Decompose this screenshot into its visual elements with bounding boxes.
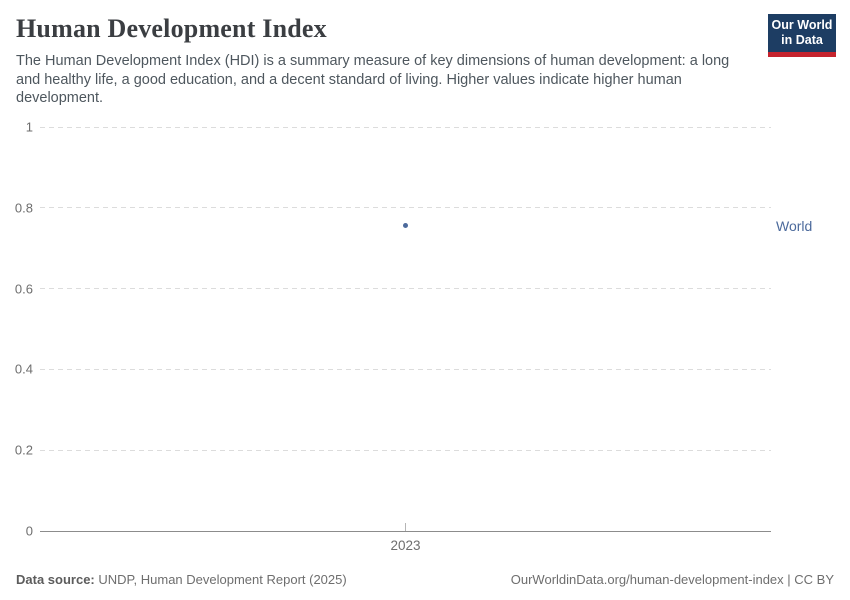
owid-logo-line1: Our World xyxy=(771,18,833,32)
entity-label-world[interactable]: World xyxy=(776,217,813,234)
chart-subtitle-line: and healthy life, a good education, and … xyxy=(16,71,682,88)
data-point-world[interactable] xyxy=(403,223,408,229)
owid-logo-stripe xyxy=(768,52,836,57)
y-gridline xyxy=(40,449,771,451)
data-source-label: Data source: xyxy=(16,572,95,587)
y-gridline xyxy=(40,207,771,209)
data-source-note: Data source: UNDP, Human Development Rep… xyxy=(16,572,347,587)
y-gridline xyxy=(40,126,771,128)
plot-area xyxy=(40,126,771,532)
owid-url-link[interactable]: OurWorldinData.org/human-development-ind… xyxy=(510,572,834,587)
chart-subtitle-line: development. xyxy=(16,90,104,106)
y-axis-tick-label: 0.6 xyxy=(14,281,33,297)
x-axis-line xyxy=(40,530,771,532)
chart-subtitle-line: The Human Development Index (HDI) is a s… xyxy=(16,53,730,69)
y-gridline xyxy=(40,368,771,370)
owid-logo: Our World in Data xyxy=(768,14,836,57)
y-axis-tick-label: 0.2 xyxy=(14,442,33,458)
owid-logo-line2: in Data xyxy=(781,33,823,47)
owid-logo-box: Our World in Data xyxy=(768,14,836,52)
page-title: Human Development Index xyxy=(16,14,327,43)
y-axis-tick-label: 0 xyxy=(25,523,33,539)
chart-footer: Data source: UNDP, Human Development Rep… xyxy=(16,572,834,587)
data-source-text: UNDP, Human Development Report (2025) xyxy=(98,572,347,587)
y-axis-tick-label: 0.4 xyxy=(14,361,33,377)
x-axis-tick-label: 2023 xyxy=(390,538,421,553)
chart-subtitle: The Human Development Index (HDI) is a s… xyxy=(16,52,729,108)
y-axis-tick-label: 0.8 xyxy=(14,200,33,216)
y-gridline xyxy=(40,288,771,290)
x-axis-tick-mark xyxy=(405,523,406,531)
y-axis-tick-label: 1 xyxy=(25,119,33,135)
